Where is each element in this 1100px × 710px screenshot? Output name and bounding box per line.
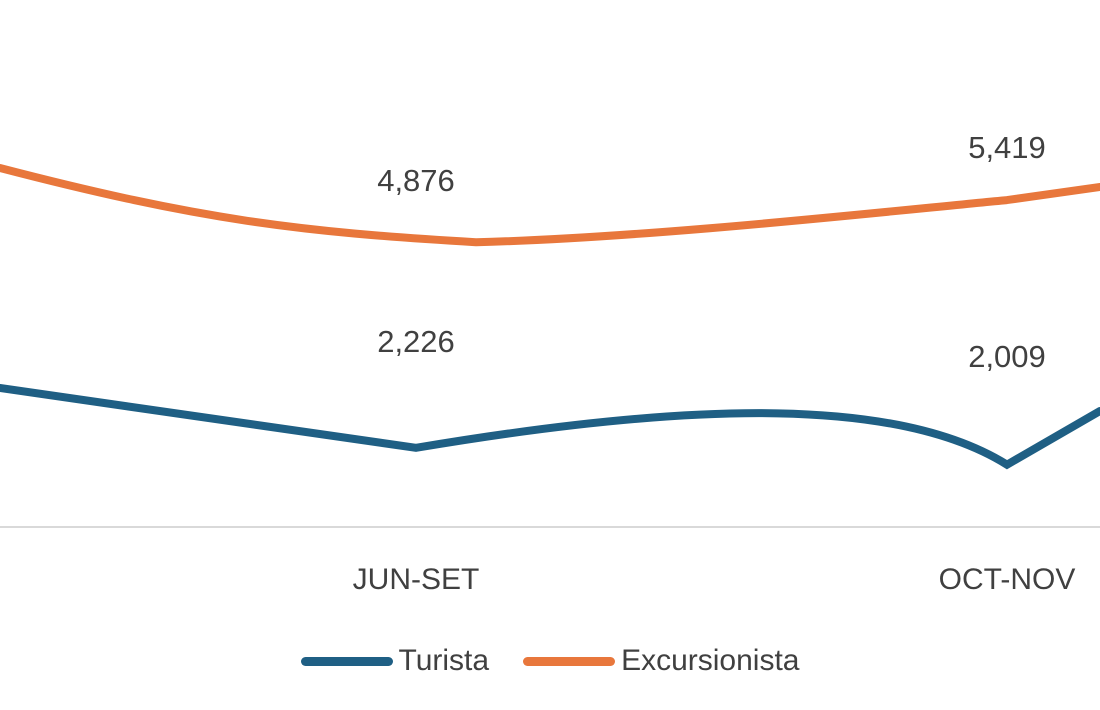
legend: Turista Excursionista bbox=[0, 636, 1100, 686]
legend-swatch-turista bbox=[300, 656, 393, 666]
data-label-turista-jun-set: 2,226 bbox=[377, 324, 455, 359]
legend-item-turista: Turista bbox=[300, 644, 490, 678]
legend-item-excursionista: Excursionista bbox=[523, 644, 799, 678]
series-line-excursionista bbox=[0, 164, 1100, 247]
legend-label-excursionista: Excursionista bbox=[621, 644, 800, 677]
data-label-excursionista-oct-nov: 5,419 bbox=[968, 130, 1046, 165]
legend-swatch-excursionista bbox=[523, 656, 616, 666]
line-chart: 4,876 5,419 2,226 2,009 JUN-SET OCT-NOV bbox=[0, 130, 1100, 596]
data-label-turista-oct-nov: 2,009 bbox=[968, 339, 1046, 374]
x-tick-label-oct-nov: OCT-NOV bbox=[939, 563, 1076, 596]
series-line-turista bbox=[0, 384, 1100, 470]
legend-label-turista: Turista bbox=[398, 644, 490, 677]
data-label-excursionista-jun-set: 4,876 bbox=[377, 163, 455, 198]
x-tick-label-jun-set: JUN-SET bbox=[353, 563, 480, 596]
